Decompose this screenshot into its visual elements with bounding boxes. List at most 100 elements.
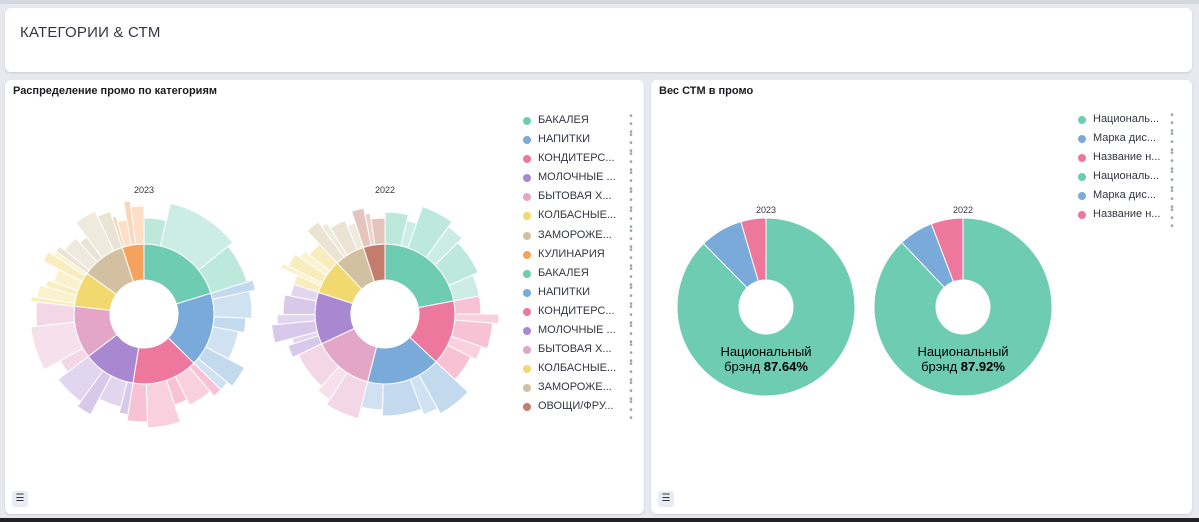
legend-swatch — [523, 307, 531, 316]
legend-options-icon[interactable]: • • • — [629, 168, 633, 196]
legend-item[interactable]: МОЛОЧНЫЕ ... • • • — [523, 169, 639, 195]
legend-swatch — [523, 155, 531, 164]
legend-item[interactable]: НАПИТКИ • • • — [523, 283, 639, 309]
top-strip — [0, 0, 1199, 4]
sunburst-outer-slice[interactable] — [30, 321, 84, 371]
legend-item[interactable]: Марка дис... • • • — [1078, 187, 1178, 213]
legend-item[interactable]: ЗАМОРОЖЕ... • • • — [523, 379, 639, 405]
category-sunburst-chart: 2023 2022 — [30, 185, 500, 429]
legend-label: БЫТОВАЯ Х... — [538, 190, 612, 203]
legend-item[interactable]: Националь... • • • — [1078, 111, 1178, 137]
legend-swatch — [523, 403, 531, 412]
legend-swatch — [523, 269, 531, 278]
legend-swatch — [523, 346, 531, 355]
legend-options-icon[interactable]: • • • — [1170, 186, 1174, 214]
legend-options-icon[interactable]: • • • — [629, 225, 633, 253]
legend-item[interactable]: БЫТОВАЯ Х... • • • — [523, 341, 639, 367]
legend-item[interactable]: КОНДИТЕРС... • • • — [523, 302, 639, 328]
sunburst-outer-slice[interactable] — [370, 217, 386, 246]
legend-item[interactable]: ОВОЩИ/ФРУ... • • • — [523, 398, 639, 424]
legend-options-icon[interactable]: • • • — [629, 359, 633, 387]
legend-label: Название н... — [1093, 208, 1161, 221]
legend-label: БЫТОВАЯ Х... — [538, 343, 612, 356]
legend-toggle-icon[interactable]: ☰ — [658, 491, 674, 507]
pie-year-label: 2023 — [134, 185, 154, 195]
legend-options-icon[interactable]: • • • — [1170, 167, 1174, 195]
legend-item[interactable]: КОЛБАСНЫЕ... • • • — [523, 207, 639, 233]
legend-item[interactable]: НАПИТКИ • • • — [523, 131, 639, 157]
legend-item[interactable]: Название н... • • • — [1078, 149, 1178, 175]
legend-options-icon[interactable]: • • • — [629, 111, 633, 138]
legend-item[interactable]: БАКАЛЕЯ • • • — [523, 112, 639, 138]
donut-center-label: Национальный — [917, 344, 1008, 359]
legend-label: БАКАЛЕЯ — [538, 266, 589, 279]
legend-swatch — [523, 174, 531, 183]
legend-item[interactable]: БЫТОВАЯ Х... • • • — [523, 188, 639, 214]
donut-center-value: брэнд 87.92% — [921, 359, 1005, 374]
legend-options-icon[interactable]: • • • — [629, 263, 633, 291]
legend-item[interactable]: БАКАЛЕЯ • • • — [523, 264, 639, 290]
pie-year-label: 2023 — [756, 205, 776, 215]
legend-options-icon[interactable]: • • • — [1170, 110, 1174, 137]
legend-item[interactable]: МОЛОЧНЫЕ ... • • • — [523, 322, 639, 348]
legend-swatch — [523, 212, 531, 221]
legend-label: МОЛОЧНЫЕ ... — [538, 324, 616, 337]
sunburst-outer-slice[interactable] — [159, 202, 234, 271]
legend-options-icon[interactable]: • • • — [629, 206, 633, 234]
legend-label: ОВОЩИ/ФРУ... — [538, 400, 614, 413]
donut-slice[interactable] — [930, 217, 964, 283]
legend-item[interactable]: ЗАМОРОЖЕ... • • • — [523, 226, 639, 252]
legend-options-icon[interactable]: • • • — [629, 397, 633, 425]
legend-options-icon[interactable]: • • • — [629, 282, 633, 310]
legend-options-icon[interactable]: • • • — [1170, 129, 1174, 157]
legend-options-icon[interactable]: • • • — [1170, 205, 1174, 233]
pie-year-label: 2022 — [953, 205, 973, 215]
legend-toggle-icon[interactable]: ☰ — [12, 491, 28, 507]
legend-options-icon[interactable]: • • • — [629, 301, 633, 329]
donut-slice[interactable] — [676, 217, 856, 397]
legend-swatch — [1078, 154, 1086, 163]
legend-options-icon[interactable]: • • • — [629, 149, 633, 177]
bottom-strip — [0, 518, 1199, 522]
legend-swatch — [1078, 173, 1086, 182]
sunburst-outer-slice[interactable] — [130, 205, 145, 246]
legend-label: МОЛОЧНЫЕ ... — [538, 171, 616, 184]
donut-center-value: брэнд 87.64% — [724, 359, 808, 374]
legend-item[interactable]: КУЛИНАРИЯ • • • — [523, 245, 639, 271]
legend-label: Название н... — [1093, 151, 1161, 164]
legend-item[interactable]: Название н... • • • — [1078, 206, 1178, 232]
legend-swatch — [1078, 211, 1086, 220]
legend-label: ЗАМОРОЖЕ... — [538, 228, 612, 241]
legend-label: ЗАМОРОЖЕ... — [538, 381, 612, 394]
legend-swatch — [1078, 135, 1086, 144]
legend-item[interactable]: Националь... • • • — [1078, 168, 1178, 194]
legend-options-icon[interactable]: • • • — [629, 378, 633, 406]
legend-label: КОЛБАСНЫЕ... — [538, 362, 617, 375]
legend-swatch — [523, 231, 531, 240]
legend-swatch — [1078, 116, 1086, 124]
legend-label: КУЛИНАРИЯ — [538, 247, 605, 260]
header-panel: КАТЕГОРИИ & СТМ — [5, 8, 1192, 72]
legend-options-icon[interactable]: • • • — [629, 187, 633, 215]
legend-options-icon[interactable]: • • • — [629, 321, 633, 349]
category-legend: БАКАЛЕЯ • • • НАПИТКИ • • • КОНДИТЕРС... • • • МОЛОЧ… — [523, 112, 639, 424]
legend-options-icon[interactable]: • • • — [629, 340, 633, 368]
legend-item[interactable]: КОЛБАСНЫЕ... • • • — [523, 360, 639, 386]
legend-swatch — [523, 193, 531, 202]
legend-label: НАПИТКИ — [538, 133, 591, 146]
donut-center-label: Национальный — [720, 344, 811, 359]
legend-options-icon[interactable]: • • • — [629, 130, 633, 158]
legend-item[interactable]: КОНДИТЕРС... • • • — [523, 150, 639, 176]
legend-label: КОНДИТЕРС... — [538, 152, 615, 165]
panel-title: Вес СТМ в промо — [659, 85, 754, 97]
donut-slice[interactable] — [873, 217, 1053, 397]
legend-item[interactable]: Марка дис... • • • — [1078, 130, 1178, 156]
legend-label: Националь... — [1093, 113, 1160, 125]
legend-label: Националь... — [1093, 170, 1160, 183]
legend-label: КОЛБАСНЫЕ... — [538, 209, 617, 222]
legend-options-icon[interactable]: • • • — [629, 244, 633, 272]
donut-slice[interactable] — [740, 217, 767, 282]
legend-options-icon[interactable]: • • • — [1170, 148, 1174, 176]
legend-swatch — [523, 384, 531, 393]
legend-swatch — [523, 327, 531, 336]
